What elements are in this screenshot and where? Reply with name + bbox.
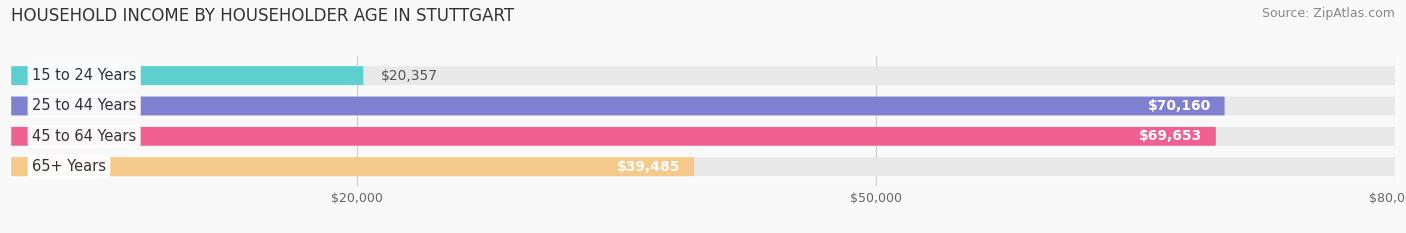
FancyBboxPatch shape	[11, 66, 1395, 85]
Text: $20,357: $20,357	[381, 69, 437, 83]
Text: $39,485: $39,485	[617, 160, 681, 174]
FancyBboxPatch shape	[11, 97, 1395, 115]
Text: 45 to 64 Years: 45 to 64 Years	[32, 129, 136, 144]
FancyBboxPatch shape	[11, 157, 695, 176]
Text: $69,653: $69,653	[1139, 129, 1202, 143]
Text: 65+ Years: 65+ Years	[32, 159, 105, 174]
FancyBboxPatch shape	[11, 127, 1395, 146]
FancyBboxPatch shape	[11, 97, 1225, 115]
Text: $70,160: $70,160	[1147, 99, 1211, 113]
Text: Source: ZipAtlas.com: Source: ZipAtlas.com	[1261, 7, 1395, 20]
Text: 15 to 24 Years: 15 to 24 Years	[32, 68, 136, 83]
FancyBboxPatch shape	[11, 127, 1216, 146]
FancyBboxPatch shape	[11, 157, 1395, 176]
FancyBboxPatch shape	[11, 66, 363, 85]
Text: 25 to 44 Years: 25 to 44 Years	[32, 99, 136, 113]
Text: HOUSEHOLD INCOME BY HOUSEHOLDER AGE IN STUTTGART: HOUSEHOLD INCOME BY HOUSEHOLDER AGE IN S…	[11, 7, 515, 25]
